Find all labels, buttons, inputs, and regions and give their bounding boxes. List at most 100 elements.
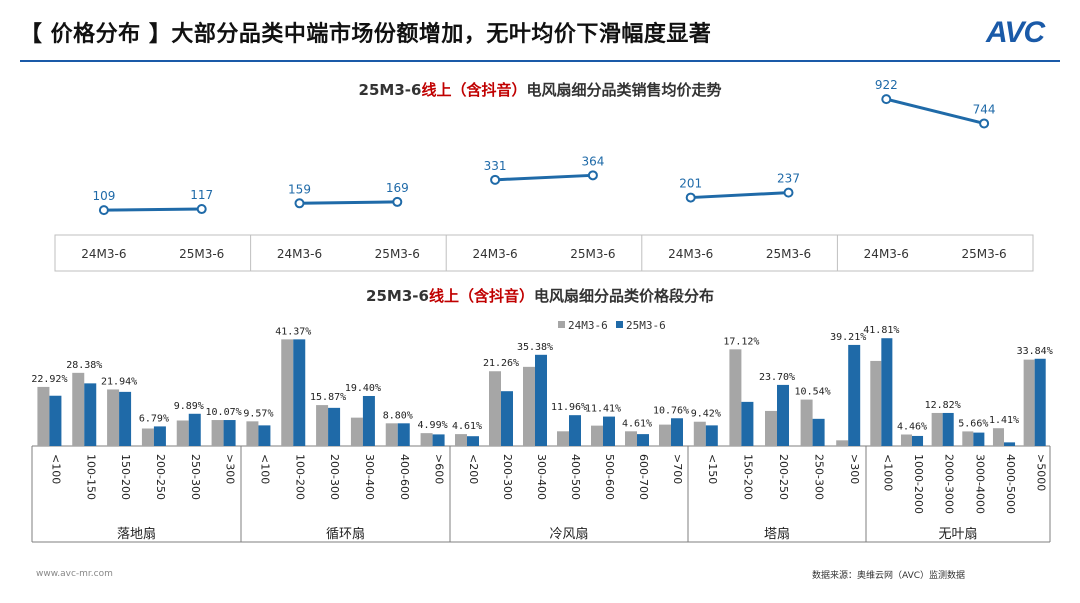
- bar-x-tick-label: 150-200: [741, 454, 754, 500]
- line-data-label: 117: [190, 188, 213, 202]
- bar-data-label: 1.41%: [989, 415, 1019, 426]
- bar-x-tick-label: 300-400: [535, 454, 548, 500]
- bar-25M3-6-冷风扇-400-500: [569, 415, 581, 446]
- bar-x-tick-label: 2000-3000: [943, 454, 956, 514]
- legend-label: 24M3-6: [568, 319, 608, 332]
- bar-25M3-6-无叶扇-4000-5000: [1004, 442, 1016, 446]
- line-x-tick-label: 24M3-6: [668, 247, 713, 261]
- bar-25M3-6-冷风扇-600-700: [637, 434, 649, 446]
- bar-25M3-6-落地扇->300: [223, 420, 236, 446]
- bar-x-tick-label: 400-500: [569, 454, 582, 500]
- bar-data-label: 10.76%: [653, 405, 689, 416]
- bar-x-tick-label: 200-300: [501, 454, 514, 500]
- bar-x-tick-label: 100-150: [84, 454, 97, 500]
- bar-data-label: 8.80%: [383, 410, 413, 421]
- bar-data-label: 12.82%: [925, 400, 961, 411]
- bar-data-label: 15.87%: [310, 392, 346, 403]
- legend-label: 25M3-6: [626, 319, 666, 332]
- bar-x-tick-label: <200: [467, 454, 480, 484]
- bar-24M3-6-落地扇-150-200: [107, 389, 120, 446]
- line-x-tick-label: 25M3-6: [766, 247, 811, 261]
- line-data-label: 922: [875, 78, 898, 92]
- bar-25M3-6-循环扇-100-200: [293, 339, 306, 446]
- bar-data-label: 41.81%: [863, 325, 899, 336]
- bar-25M3-6-冷风扇->700: [671, 418, 683, 446]
- bar-data-label: 10.54%: [795, 387, 831, 398]
- bar-x-tick-label: >300: [848, 454, 861, 484]
- line-point: [392, 196, 403, 207]
- bar-chart-title: 25M3-6线上（含抖音）电风扇细分品类价格段分布: [366, 287, 714, 305]
- bar-24M3-6-循环扇-200-300: [316, 405, 329, 446]
- bar-24M3-6-无叶扇-2000-3000: [931, 412, 943, 446]
- line-data-label: 109: [92, 189, 115, 203]
- bar-25M3-6-冷风扇-300-400: [535, 354, 547, 446]
- line-x-tick-label: 25M3-6: [961, 247, 1006, 261]
- bar-25M3-6-循环扇->600: [432, 434, 445, 446]
- bar-data-label: 33.84%: [1017, 346, 1053, 357]
- bar-data-label: 22.92%: [31, 374, 67, 385]
- bar-24M3-6-落地扇-<100: [37, 386, 50, 446]
- bar-x-tick-label: 500-600: [603, 454, 616, 500]
- bar-x-tick-label: <100: [258, 454, 271, 484]
- line-data-label: 159: [288, 182, 311, 196]
- bar-x-tick-label: 250-300: [813, 454, 826, 500]
- bar-24M3-6-循环扇-100-200: [281, 339, 294, 446]
- bar-group-label: 塔扇: [764, 526, 790, 542]
- bar-24M3-6-塔扇-250-300: [800, 399, 813, 446]
- bar-25M3-6-塔扇-150-200: [741, 401, 754, 446]
- bar-data-label: 39.21%: [830, 332, 866, 343]
- bar-x-tick-label: 300-400: [363, 454, 376, 500]
- line-data-label: 237: [777, 172, 800, 186]
- bar-24M3-6-冷风扇-200-300: [489, 371, 501, 446]
- bar-25M3-6-落地扇-150-200: [119, 391, 132, 446]
- bar-25M3-6-无叶扇->5000: [1034, 358, 1046, 446]
- bar-25M3-6-塔扇-<150: [705, 425, 718, 446]
- bar-25M3-6-无叶扇-<1000: [881, 338, 893, 446]
- line-x-tick-label: 24M3-6: [864, 247, 909, 261]
- line-x-tick-label: 24M3-6: [277, 247, 322, 261]
- bar-x-tick-label: 1000-2000: [912, 454, 925, 514]
- bar-data-label: 9.42%: [691, 409, 721, 420]
- bar-x-tick-label: 4000-5000: [1004, 454, 1017, 514]
- bar-x-tick-label: >300: [224, 454, 237, 484]
- bar-data-label: 41.37%: [275, 326, 311, 337]
- line-x-tick-label: 25M3-6: [179, 247, 224, 261]
- bar-data-label: 23.70%: [759, 372, 795, 383]
- legend-swatch: [616, 321, 623, 328]
- line-x-tick-label: 24M3-6: [472, 247, 517, 261]
- bar-x-tick-label: 100-200: [293, 454, 306, 500]
- bar-x-tick-label: >600: [433, 454, 446, 484]
- bar-data-label: 9.89%: [174, 401, 204, 412]
- line-point: [979, 118, 990, 129]
- bar-24M3-6-冷风扇-400-500: [557, 431, 569, 446]
- bar-data-label: 19.40%: [345, 383, 381, 394]
- bar-25M3-6-落地扇-250-300: [188, 413, 201, 446]
- bar-25M3-6-塔扇->300: [848, 344, 861, 446]
- line-point: [98, 205, 109, 216]
- line-series-无叶扇: [885, 97, 985, 125]
- bar-24M3-6-无叶扇-4000-5000: [992, 428, 1004, 446]
- bar-25M3-6-塔扇-250-300: [812, 418, 825, 446]
- line-data-label: 744: [973, 102, 996, 116]
- bar-24M3-6-无叶扇-1000-2000: [900, 434, 912, 446]
- line-x-tick-label: 25M3-6: [375, 247, 420, 261]
- bar-data-label: 6.79%: [139, 413, 169, 424]
- bar-group-label: 落地扇: [117, 526, 156, 542]
- bar-24M3-6-无叶扇-<1000: [870, 360, 882, 446]
- bar-25M3-6-冷风扇-500-600: [603, 416, 615, 446]
- bar-24M3-6-冷风扇-300-400: [523, 366, 535, 446]
- line-data-label: 331: [484, 159, 507, 173]
- avc-logo: AVC: [986, 16, 1045, 49]
- bar-25M3-6-落地扇-100-150: [84, 383, 97, 446]
- bar-data-label: 4.99%: [418, 420, 448, 431]
- line-axis-box: [54, 234, 1034, 272]
- line-series-循环扇: [299, 200, 398, 205]
- bar-x-tick-label: 200-250: [154, 454, 167, 500]
- line-point: [587, 170, 598, 181]
- bar-x-tick-label: 3000-4000: [973, 454, 986, 514]
- bar-25M3-6-循环扇-<100: [258, 425, 271, 446]
- bar-24M3-6-塔扇-150-200: [729, 349, 742, 446]
- bar-24M3-6-循环扇-<100: [246, 421, 259, 446]
- bar-24M3-6-冷风扇-500-600: [591, 425, 603, 446]
- bar-24M3-6-冷风扇-<200: [455, 434, 467, 446]
